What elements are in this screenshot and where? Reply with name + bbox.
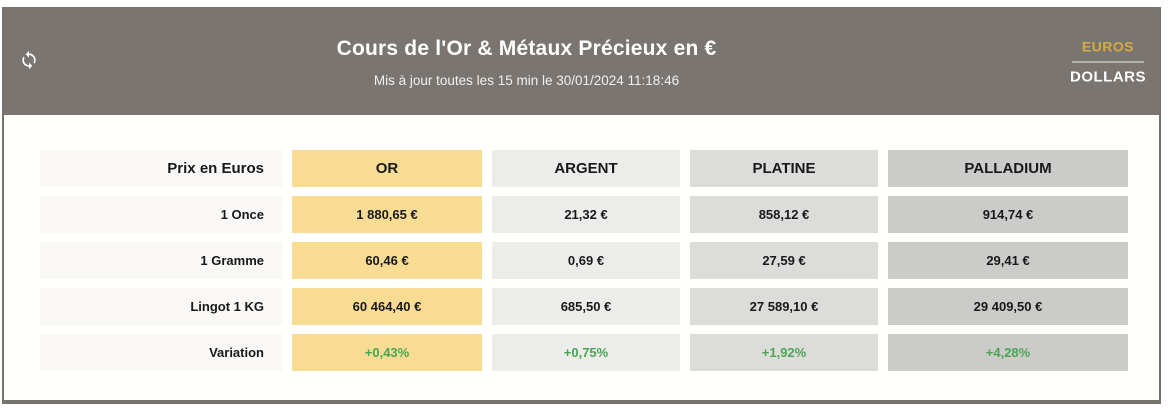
currency-divider [1072, 61, 1144, 63]
table-header-palladium: PALLADIUM [888, 150, 1128, 187]
row-label-variation: Variation [40, 334, 282, 371]
cell-variation-or: +0,43% [292, 334, 482, 371]
cell-lingot-or: 60 464,40 € [292, 288, 482, 325]
cell-variation-argent: +0,75% [492, 334, 680, 371]
cell-gramme-platine: 27,59 € [690, 242, 878, 279]
cell-lingot-argent: 685,50 € [492, 288, 680, 325]
cell-gramme-argent: 0,69 € [492, 242, 680, 279]
page-title: Cours de l'Or & Métaux Précieux en € [336, 36, 717, 60]
cell-gramme-palladium: 29,41 € [888, 242, 1128, 279]
currency-tab-dollars[interactable]: DOLLARS [1070, 68, 1146, 86]
cell-lingot-palladium: 29 409,50 € [888, 288, 1128, 325]
header-titles: Cours de l'Or & Métaux Précieux en € Mis… [4, 9, 1049, 115]
cell-once-or: 1 880,65 € [292, 196, 482, 233]
cell-gramme-or: 60,46 € [292, 242, 482, 279]
table-header-argent: ARGENT [492, 150, 680, 187]
cell-once-palladium: 914,74 € [888, 196, 1128, 233]
currency-tab-euros[interactable]: EUROS [1081, 38, 1135, 55]
table-header-or: OR [292, 150, 482, 187]
gold-price-widget: Cours de l'Or & Métaux Précieux en € Mis… [2, 7, 1161, 404]
cell-once-platine: 858,12 € [690, 196, 878, 233]
refresh-icon [22, 50, 36, 70]
table-header-label: Prix en Euros [40, 150, 282, 187]
cell-once-argent: 21,32 € [492, 196, 680, 233]
update-status: Mis à jour toutes les 15 min le 30/01/20… [373, 72, 680, 88]
cell-variation-palladium: +4,28% [888, 334, 1128, 371]
widget-header: Cours de l'Or & Métaux Précieux en € Mis… [4, 9, 1159, 115]
table-header-platine: PLATINE [690, 150, 878, 187]
cell-variation-platine: +1,92% [690, 334, 878, 371]
refresh-button[interactable] [17, 48, 41, 72]
widget-body: Prix en Euros OR ARGENT PLATINE PALLADIU… [4, 115, 1159, 371]
price-table: Prix en Euros OR ARGENT PLATINE PALLADIU… [40, 150, 1159, 371]
row-label-once: 1 Once [40, 196, 282, 233]
row-label-gramme: 1 Gramme [40, 242, 282, 279]
cell-lingot-platine: 27 589,10 € [690, 288, 878, 325]
row-label-lingot: Lingot 1 KG [40, 288, 282, 325]
currency-switcher: EUROS DOLLARS [1068, 39, 1148, 86]
